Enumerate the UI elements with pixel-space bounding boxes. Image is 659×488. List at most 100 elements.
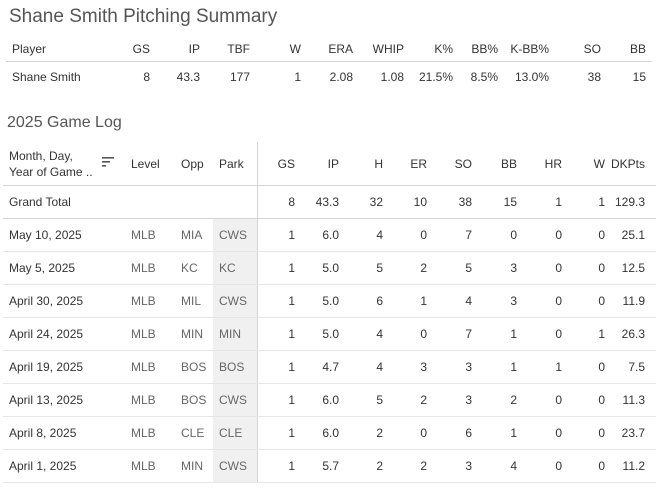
cell-hr: 0 bbox=[555, 459, 562, 473]
cell-w: 1 bbox=[598, 327, 605, 341]
header-w[interactable]: W bbox=[593, 156, 605, 171]
cell-opp: MIL bbox=[181, 294, 202, 308]
cell-h: 2 bbox=[376, 426, 383, 440]
table-row[interactable]: April 24, 2025 MLB MIN MIN 1 5.0 4 0 7 1 0 1 26.3 bbox=[3, 318, 656, 351]
summary-bb: 15 bbox=[632, 70, 646, 84]
summary-k-pct: 21.5% bbox=[418, 70, 453, 84]
summary-header-so[interactable]: SO bbox=[583, 42, 601, 56]
summary-header-ip[interactable]: IP bbox=[188, 42, 200, 56]
table-row[interactable]: April 19, 2025 MLB BOS BOS 1 4.7 4 3 3 1 1 0 7.5 bbox=[3, 351, 656, 384]
summary-so: 38 bbox=[587, 70, 601, 84]
cell-ip: 5.0 bbox=[322, 261, 339, 275]
cell-hr: 0 bbox=[555, 426, 562, 440]
cell-gs: 1 bbox=[288, 327, 295, 341]
cell-so: 4 bbox=[465, 294, 472, 308]
summary-header-k-pct[interactable]: K% bbox=[434, 42, 453, 56]
header-date-line2: Year of Game .. bbox=[9, 164, 93, 179]
cell-h: 5 bbox=[376, 261, 383, 275]
summary-k-bb-pct: 13.0% bbox=[514, 70, 549, 84]
header-bb[interactable]: BB bbox=[500, 156, 517, 171]
summary-header-player[interactable]: Player bbox=[12, 42, 47, 56]
cell-dkpts: 23.7 bbox=[621, 426, 645, 440]
summary-header-bb[interactable]: BB bbox=[629, 42, 646, 56]
cell-hr: 0 bbox=[555, 327, 562, 341]
cell-h: 5 bbox=[376, 393, 383, 407]
cell-h: 2 bbox=[376, 459, 383, 473]
header-level[interactable]: Level bbox=[131, 156, 160, 171]
summary-header-whip[interactable]: WHIP bbox=[372, 42, 404, 56]
table-row[interactable]: May 10, 2025 MLB MIA CWS 1 6.0 4 0 7 0 0 0 25.1 bbox=[3, 219, 656, 252]
cell-hr: 0 bbox=[555, 261, 562, 275]
cell-er: 3 bbox=[420, 360, 427, 374]
cell-park: KC bbox=[213, 252, 257, 284]
cell-so: 6 bbox=[465, 426, 472, 440]
summary-bb-pct: 8.5% bbox=[470, 70, 498, 84]
cell-park: CWS bbox=[213, 285, 257, 317]
summary-row: Shane Smith 8 43.3 177 1 2.08 1.08 21.5%… bbox=[6, 62, 652, 92]
header-er[interactable]: ER bbox=[410, 156, 427, 171]
cell-w: 0 bbox=[598, 294, 605, 308]
header-dkpts[interactable]: DKPts bbox=[610, 156, 645, 171]
grand-total-bb: 15 bbox=[503, 195, 517, 209]
header-date[interactable]: Month, Day, Year of Game .. bbox=[3, 148, 121, 180]
cell-ip: 6.0 bbox=[322, 228, 339, 242]
summary-table: Player GS IP TBF W ERA WHIP K% BB% K-BB%… bbox=[6, 37, 652, 92]
summary-header-tbf[interactable]: TBF bbox=[227, 42, 250, 56]
cell-opp: KC bbox=[181, 261, 198, 275]
grand-total-er: 10 bbox=[413, 195, 427, 209]
header-opp[interactable]: Opp bbox=[181, 156, 204, 171]
sort-descending-icon[interactable] bbox=[102, 156, 114, 168]
cell-gs: 1 bbox=[288, 228, 295, 242]
cell-level: MLB bbox=[131, 360, 156, 374]
cell-bb: 1 bbox=[510, 327, 517, 341]
cell-ip: 5.7 bbox=[322, 459, 339, 473]
cell-hr: 0 bbox=[555, 228, 562, 242]
table-row[interactable]: April 1, 2025 MLB MIN CWS 1 5.7 2 2 3 4 0 0 11.2 bbox=[3, 450, 656, 483]
cell-ip: 5.0 bbox=[322, 327, 339, 341]
summary-header-bb-pct[interactable]: BB% bbox=[471, 42, 498, 56]
header-gs[interactable]: GS bbox=[277, 156, 295, 171]
table-row[interactable]: April 30, 2025 MLB MIL CWS 1 5.0 6 1 4 3 0 0 11.9 bbox=[3, 285, 656, 318]
grand-total-so: 38 bbox=[458, 195, 472, 209]
cell-ip: 5.0 bbox=[322, 294, 339, 308]
cell-so: 7 bbox=[465, 327, 472, 341]
header-hr[interactable]: HR bbox=[544, 156, 562, 171]
summary-ip: 43.3 bbox=[176, 70, 200, 84]
summary-header-gs[interactable]: GS bbox=[132, 42, 150, 56]
cell-w: 0 bbox=[598, 228, 605, 242]
header-park[interactable]: Park bbox=[219, 156, 244, 171]
header-ip[interactable]: IP bbox=[327, 156, 339, 171]
summary-header-k-bb-pct[interactable]: K-BB% bbox=[510, 42, 549, 56]
cell-w: 0 bbox=[598, 426, 605, 440]
header-so[interactable]: SO bbox=[454, 156, 472, 171]
grand-total-row: Grand Total 8 43.3 32 10 38 15 1 1 129.3 bbox=[3, 186, 656, 219]
cell-opp: CLE bbox=[181, 426, 205, 440]
cell-er: 0 bbox=[420, 327, 427, 341]
cell-w: 0 bbox=[598, 393, 605, 407]
cell-dkpts: 12.5 bbox=[621, 261, 645, 275]
cell-so: 3 bbox=[465, 360, 472, 374]
cell-level: MLB bbox=[131, 261, 156, 275]
table-row[interactable]: May 5, 2025 MLB KC KC 1 5.0 5 2 5 3 0 0 12.5 bbox=[3, 252, 656, 285]
cell-hr: 0 bbox=[555, 294, 562, 308]
cell-level: MLB bbox=[131, 327, 156, 341]
table-row[interactable]: April 8, 2025 MLB CLE CLE 1 6.0 2 0 6 1 0 0 23.7 bbox=[3, 417, 656, 450]
cell-bb: 1 bbox=[510, 360, 517, 374]
cell-park: BOS bbox=[213, 351, 257, 383]
cell-park: MIN bbox=[213, 318, 257, 350]
summary-era: 2.08 bbox=[329, 70, 353, 84]
cell-hr: 0 bbox=[555, 393, 562, 407]
summary-header-row: Player GS IP TBF W ERA WHIP K% BB% K-BB%… bbox=[6, 37, 652, 62]
cell-h: 4 bbox=[376, 360, 383, 374]
cell-gs: 1 bbox=[288, 360, 295, 374]
cell-ip: 6.0 bbox=[322, 393, 339, 407]
cell-level: MLB bbox=[131, 294, 156, 308]
cell-dkpts: 11.2 bbox=[622, 459, 645, 473]
cell-so: 3 bbox=[465, 393, 472, 407]
cell-date: May 5, 2025 bbox=[9, 261, 76, 275]
cell-so: 3 bbox=[465, 459, 472, 473]
header-h[interactable]: H bbox=[374, 156, 383, 171]
summary-header-w[interactable]: W bbox=[289, 42, 301, 56]
summary-header-era[interactable]: ERA bbox=[328, 42, 353, 56]
table-row[interactable]: April 13, 2025 MLB BOS CWS 1 6.0 5 2 3 2 0 0 11.3 bbox=[3, 384, 656, 417]
